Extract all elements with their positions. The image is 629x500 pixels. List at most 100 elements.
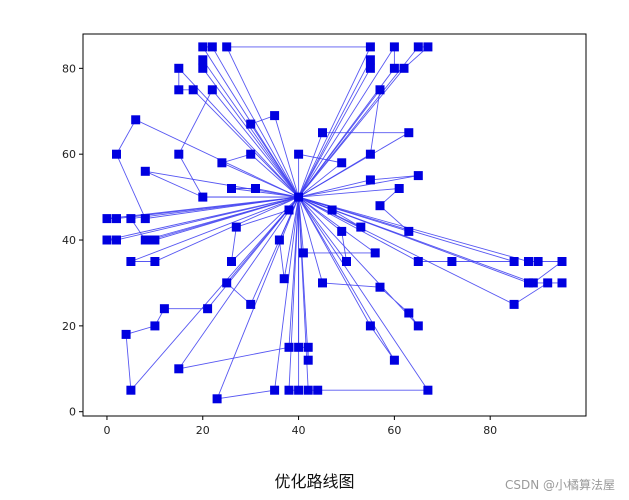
customer-point [140,235,150,245]
customer-point [365,149,375,159]
customer-point [313,385,323,395]
customer-point [207,85,217,95]
customer-point [222,42,232,52]
customer-point [198,192,208,202]
figure-caption: 优化路线图 [274,472,355,491]
customer-point [140,166,150,176]
x-axis: 0 20 40 60 80 [103,416,497,437]
customer-point [303,342,313,352]
route-35 [298,196,395,361]
customer-point [337,158,347,168]
route-21 [106,196,299,241]
watermark: CSDN @小橘算法屋 [504,478,615,492]
customer-point [294,149,304,159]
route-38 [216,196,300,400]
route-4 [298,45,395,198]
customer-point [246,119,256,129]
customer-point [274,235,284,245]
customer-point [246,149,256,159]
customer-point [413,257,423,266]
y-tick-label: 0 [69,406,76,419]
customer-point [198,63,208,73]
customer-point [524,257,533,266]
customer-point [389,355,399,365]
customer-point [131,115,141,125]
x-tick-label: 40 [292,424,306,437]
customer-point [327,205,337,215]
customer-point [284,385,294,395]
customer-point [203,304,213,314]
customer-point [557,257,567,266]
customer-point [270,111,280,121]
customer-point [356,222,366,232]
customer-point [365,321,375,331]
customer-point [394,184,404,193]
customer-point [365,175,375,185]
customer-point [174,85,184,95]
points-layer [102,42,567,404]
customer-point [150,321,160,331]
customer-point [413,171,423,181]
customer-point [294,342,304,352]
customer-point [318,128,327,138]
customer-point [121,329,131,339]
customer-point [318,278,327,288]
customer-point [145,235,155,245]
customer-point [102,235,112,245]
customer-point [140,214,150,224]
customer-point [337,226,347,236]
route-5 [298,46,430,198]
customer-point [294,385,304,395]
customer-point [159,304,169,314]
customer-point [284,205,294,215]
customer-point [365,42,375,52]
customer-point [284,342,294,352]
customer-point [389,63,399,73]
axes-frame [82,33,587,417]
customer-point [150,257,160,266]
customer-point [404,308,414,318]
customer-point [102,214,112,224]
route-15 [298,175,419,198]
customer-point [222,278,232,288]
route-chart: 0 20 40 60 80 0 20 40 60 80 [62,33,587,437]
customer-point [557,278,567,288]
route-33 [298,196,419,327]
customer-point [188,85,198,95]
customer-point [365,63,375,73]
customer-point [423,42,433,52]
customer-point [303,385,313,395]
route-27 [298,196,377,254]
customer-point [227,184,236,193]
y-tick-label: 40 [62,234,76,247]
customer-point [174,63,184,73]
route-18 [145,170,299,198]
route-19 [106,196,299,220]
customer-point [207,42,217,52]
y-tick-label: 80 [62,62,76,75]
customer-point [279,274,289,284]
customer-point [404,226,414,236]
customer-point [389,42,399,52]
customer-point [112,214,121,224]
y-tick-label: 20 [62,320,76,333]
customer-point [528,278,538,288]
customer-point [217,158,227,168]
customer-point [365,55,375,65]
route-31 [298,196,562,305]
y-tick-label: 60 [62,148,76,161]
route-13 [220,153,299,198]
customer-point [174,364,184,374]
route-17 [231,188,299,198]
x-tick-label: 0 [103,424,110,437]
route-28 [130,196,299,262]
customer-point [231,222,241,232]
x-tick-label: 80 [483,424,497,437]
route-11 [250,115,300,198]
customer-point [298,248,308,258]
customer-point [227,257,236,266]
depot-point [294,192,304,202]
customer-point [509,299,519,309]
customer-point [212,394,222,404]
customer-point [126,257,136,266]
